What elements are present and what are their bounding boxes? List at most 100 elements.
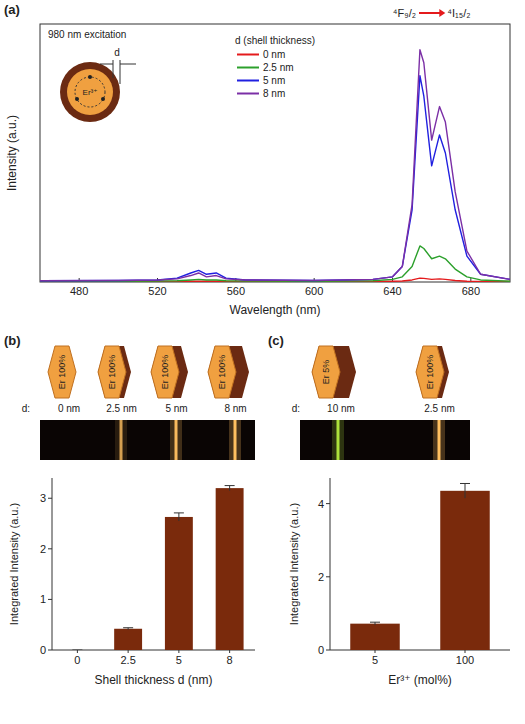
particle-shell [98, 346, 131, 398]
inset-orbit [75, 77, 105, 107]
error-bar [174, 513, 184, 521]
shell-label: 0 nm [58, 403, 80, 414]
y-axis-title: Integrated Intensity (a.u.) [8, 503, 20, 625]
inset-label: d [114, 47, 120, 58]
particle-label: Er 100% [57, 355, 67, 390]
glow-halo [433, 420, 445, 460]
y-tick [48, 599, 52, 600]
error-bar [370, 622, 380, 625]
y-tick-label: 0 [40, 644, 46, 656]
error-cap [174, 512, 184, 513]
x-tick-label: 680 [462, 285, 480, 297]
x-tick-label: 480 [70, 285, 88, 297]
y-tick-label: 0 [318, 644, 324, 656]
d-label: d: [22, 403, 30, 414]
error-bar [123, 628, 133, 630]
bar [165, 517, 193, 650]
glow-line [120, 420, 123, 460]
particle-label: Er 5% [321, 360, 331, 385]
image-strip [40, 420, 255, 460]
annotation-arrowhead [439, 9, 445, 17]
x-tick [178, 650, 179, 653]
glow-line [175, 420, 178, 460]
particle-label: Er 100% [160, 355, 170, 390]
x-tick-label: 5 [372, 654, 378, 666]
inset-shell [60, 62, 120, 122]
glow-halo [115, 420, 127, 460]
inset-dot [101, 97, 105, 101]
x-tick-label: 640 [383, 285, 401, 297]
shell-label: 2.5 nm [424, 403, 455, 414]
particle-shell [151, 346, 188, 398]
legend-label: 2.5 nm [263, 62, 294, 73]
plot-frame [40, 24, 510, 282]
x-tick-label: 2.5 [120, 654, 135, 666]
bar [114, 629, 142, 650]
inset-label: Er³⁺ [83, 88, 98, 97]
error-bar [72, 650, 82, 651]
particle-label: Er 100% [425, 355, 435, 390]
y-tick-label: 3 [40, 492, 46, 504]
y-axis-title: Intensity (a.u.) [5, 115, 19, 191]
particle-core [416, 346, 444, 398]
legend-swatch [237, 80, 259, 82]
x-tick [465, 650, 466, 653]
x-tick [375, 650, 376, 653]
inset-arrow [120, 64, 136, 65]
panel-label: (a) [4, 2, 20, 17]
glow-halo [229, 420, 241, 460]
y-axis [52, 478, 53, 650]
y-tick [326, 503, 330, 504]
x-tick-label: 8 [227, 654, 233, 666]
error-stem [465, 483, 466, 498]
error-bar [225, 486, 235, 491]
y-axis-title: Integrated Intensity (a.u.) [288, 503, 300, 625]
d-label: d: [292, 403, 300, 414]
bar [63, 650, 91, 651]
y-tick-label: 4 [318, 498, 324, 510]
inset-core [67, 69, 113, 115]
x-tick-label: 600 [305, 285, 323, 297]
inset-arrow [100, 64, 113, 65]
y-tick [326, 576, 330, 577]
x-tick-label: 100 [456, 654, 474, 666]
figure: (a)480520560600640680Wavelength (nm)Inte… [0, 0, 525, 724]
glow-line [234, 420, 237, 460]
y-tick-label: 1 [40, 593, 46, 605]
glow-line [337, 420, 340, 460]
error-cap [370, 622, 380, 623]
x-axis-title: Wavelength (nm) [230, 303, 321, 317]
shell-label: 5 nm [165, 403, 187, 414]
y-tick [48, 498, 52, 499]
y-tick-label: 2 [40, 543, 46, 555]
error-cap [460, 483, 470, 484]
y-tick-label: 2 [318, 571, 324, 583]
shell-label: 2.5 nm [106, 403, 137, 414]
particle-core [48, 346, 76, 398]
error-stem [229, 486, 230, 491]
particle-label: Er 100% [217, 355, 227, 390]
particle-shell [208, 346, 249, 398]
error-stem [178, 513, 179, 521]
x-tick-label: 560 [227, 285, 245, 297]
chart-title: 980 nm excitation [48, 29, 126, 40]
legend-label: 0 nm [263, 49, 285, 60]
glow-halo [332, 420, 344, 460]
annotation: ⁴F₉/₂ [393, 7, 416, 19]
inset-dot [88, 75, 92, 79]
spectrum-line [40, 50, 510, 281]
legend-label: 5 nm [263, 75, 285, 86]
particle-shell [312, 346, 356, 398]
particle-core [151, 346, 179, 398]
glow-line [438, 420, 441, 460]
legend-label: 8 nm [263, 88, 285, 99]
x-tick [77, 650, 78, 653]
bar [350, 624, 400, 650]
image-strip [300, 420, 470, 460]
x-tick-label: 0 [74, 654, 80, 666]
error-cap [72, 650, 82, 651]
legend-swatch [237, 67, 259, 69]
error-bar [460, 483, 470, 498]
x-axis-title: Shell thickness d (nm) [94, 673, 212, 687]
y-tick [326, 650, 330, 651]
